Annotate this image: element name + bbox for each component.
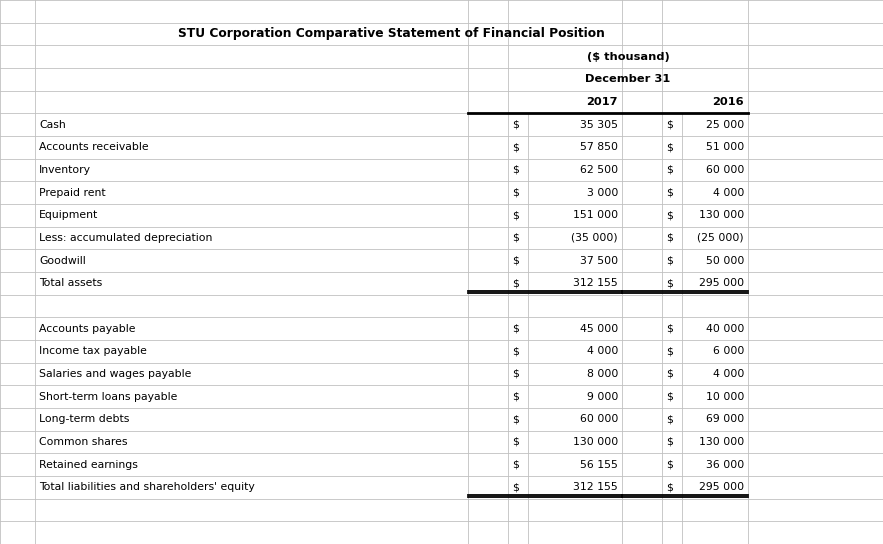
- Text: Income tax payable: Income tax payable: [39, 347, 147, 356]
- Text: $: $: [512, 437, 519, 447]
- Text: (35 000): (35 000): [571, 233, 618, 243]
- Text: $: $: [512, 188, 519, 197]
- Text: 4 000: 4 000: [586, 347, 618, 356]
- Text: 25 000: 25 000: [706, 120, 744, 129]
- Text: 295 000: 295 000: [698, 483, 744, 492]
- Text: $: $: [512, 415, 519, 424]
- Text: 51 000: 51 000: [706, 143, 744, 152]
- Text: 56 155: 56 155: [580, 460, 618, 469]
- Text: (25 000): (25 000): [698, 233, 744, 243]
- Text: 4 000: 4 000: [713, 369, 744, 379]
- Text: $: $: [512, 120, 519, 129]
- Text: $: $: [666, 347, 673, 356]
- Text: $: $: [666, 211, 673, 220]
- Text: 9 000: 9 000: [586, 392, 618, 401]
- Text: 8 000: 8 000: [586, 369, 618, 379]
- Text: 151 000: 151 000: [573, 211, 618, 220]
- Text: $: $: [666, 279, 673, 288]
- Text: 36 000: 36 000: [706, 460, 744, 469]
- Text: $: $: [512, 460, 519, 469]
- Text: $: $: [666, 369, 673, 379]
- Text: 50 000: 50 000: [706, 256, 744, 265]
- Text: $: $: [666, 415, 673, 424]
- Text: 130 000: 130 000: [698, 211, 744, 220]
- Text: 312 155: 312 155: [573, 279, 618, 288]
- Text: $: $: [512, 256, 519, 265]
- Text: 45 000: 45 000: [580, 324, 618, 333]
- Text: Total liabilities and shareholders' equity: Total liabilities and shareholders' equi…: [39, 483, 255, 492]
- Text: 4 000: 4 000: [713, 188, 744, 197]
- Text: $: $: [512, 347, 519, 356]
- Text: Cash: Cash: [39, 120, 65, 129]
- Text: $: $: [512, 143, 519, 152]
- Text: Total assets: Total assets: [39, 279, 102, 288]
- Text: 130 000: 130 000: [573, 437, 618, 447]
- Text: 60 000: 60 000: [706, 165, 744, 175]
- Text: 62 500: 62 500: [580, 165, 618, 175]
- Text: $: $: [512, 279, 519, 288]
- Text: $: $: [666, 256, 673, 265]
- Text: 40 000: 40 000: [706, 324, 744, 333]
- Text: 295 000: 295 000: [698, 279, 744, 288]
- Text: 130 000: 130 000: [698, 437, 744, 447]
- Text: Long-term debts: Long-term debts: [39, 415, 130, 424]
- Text: 2016: 2016: [713, 97, 744, 107]
- Text: $: $: [666, 188, 673, 197]
- Text: 10 000: 10 000: [706, 392, 744, 401]
- Text: 37 500: 37 500: [580, 256, 618, 265]
- Text: 60 000: 60 000: [579, 415, 618, 424]
- Text: Retained earnings: Retained earnings: [39, 460, 138, 469]
- Text: 69 000: 69 000: [706, 415, 744, 424]
- Text: $: $: [512, 324, 519, 333]
- Text: $: $: [666, 120, 673, 129]
- Text: Less: accumulated depreciation: Less: accumulated depreciation: [39, 233, 213, 243]
- Text: $: $: [666, 392, 673, 401]
- Text: $: $: [666, 233, 673, 243]
- Text: $: $: [666, 165, 673, 175]
- Text: Prepaid rent: Prepaid rent: [39, 188, 106, 197]
- Text: Equipment: Equipment: [39, 211, 98, 220]
- Text: $: $: [666, 143, 673, 152]
- Text: $: $: [666, 437, 673, 447]
- Text: $: $: [512, 392, 519, 401]
- Text: $: $: [666, 324, 673, 333]
- Text: Accounts receivable: Accounts receivable: [39, 143, 148, 152]
- Text: 3 000: 3 000: [586, 188, 618, 197]
- Text: ($ thousand): ($ thousand): [586, 52, 669, 61]
- Text: Common shares: Common shares: [39, 437, 127, 447]
- Text: 6 000: 6 000: [713, 347, 744, 356]
- Text: Accounts payable: Accounts payable: [39, 324, 135, 333]
- Text: Short-term loans payable: Short-term loans payable: [39, 392, 177, 401]
- Text: $: $: [666, 460, 673, 469]
- Text: December 31: December 31: [585, 75, 670, 84]
- Text: 2017: 2017: [586, 97, 618, 107]
- Text: Inventory: Inventory: [39, 165, 91, 175]
- Text: $: $: [512, 483, 519, 492]
- Text: STU Corporation Comparative Statement of Financial Position: STU Corporation Comparative Statement of…: [178, 28, 605, 40]
- Text: 35 305: 35 305: [580, 120, 618, 129]
- Text: Goodwill: Goodwill: [39, 256, 86, 265]
- Text: $: $: [512, 233, 519, 243]
- Text: 312 155: 312 155: [573, 483, 618, 492]
- Text: Salaries and wages payable: Salaries and wages payable: [39, 369, 192, 379]
- Text: 57 850: 57 850: [580, 143, 618, 152]
- Text: $: $: [666, 483, 673, 492]
- Text: $: $: [512, 369, 519, 379]
- Text: $: $: [512, 211, 519, 220]
- Text: $: $: [512, 165, 519, 175]
